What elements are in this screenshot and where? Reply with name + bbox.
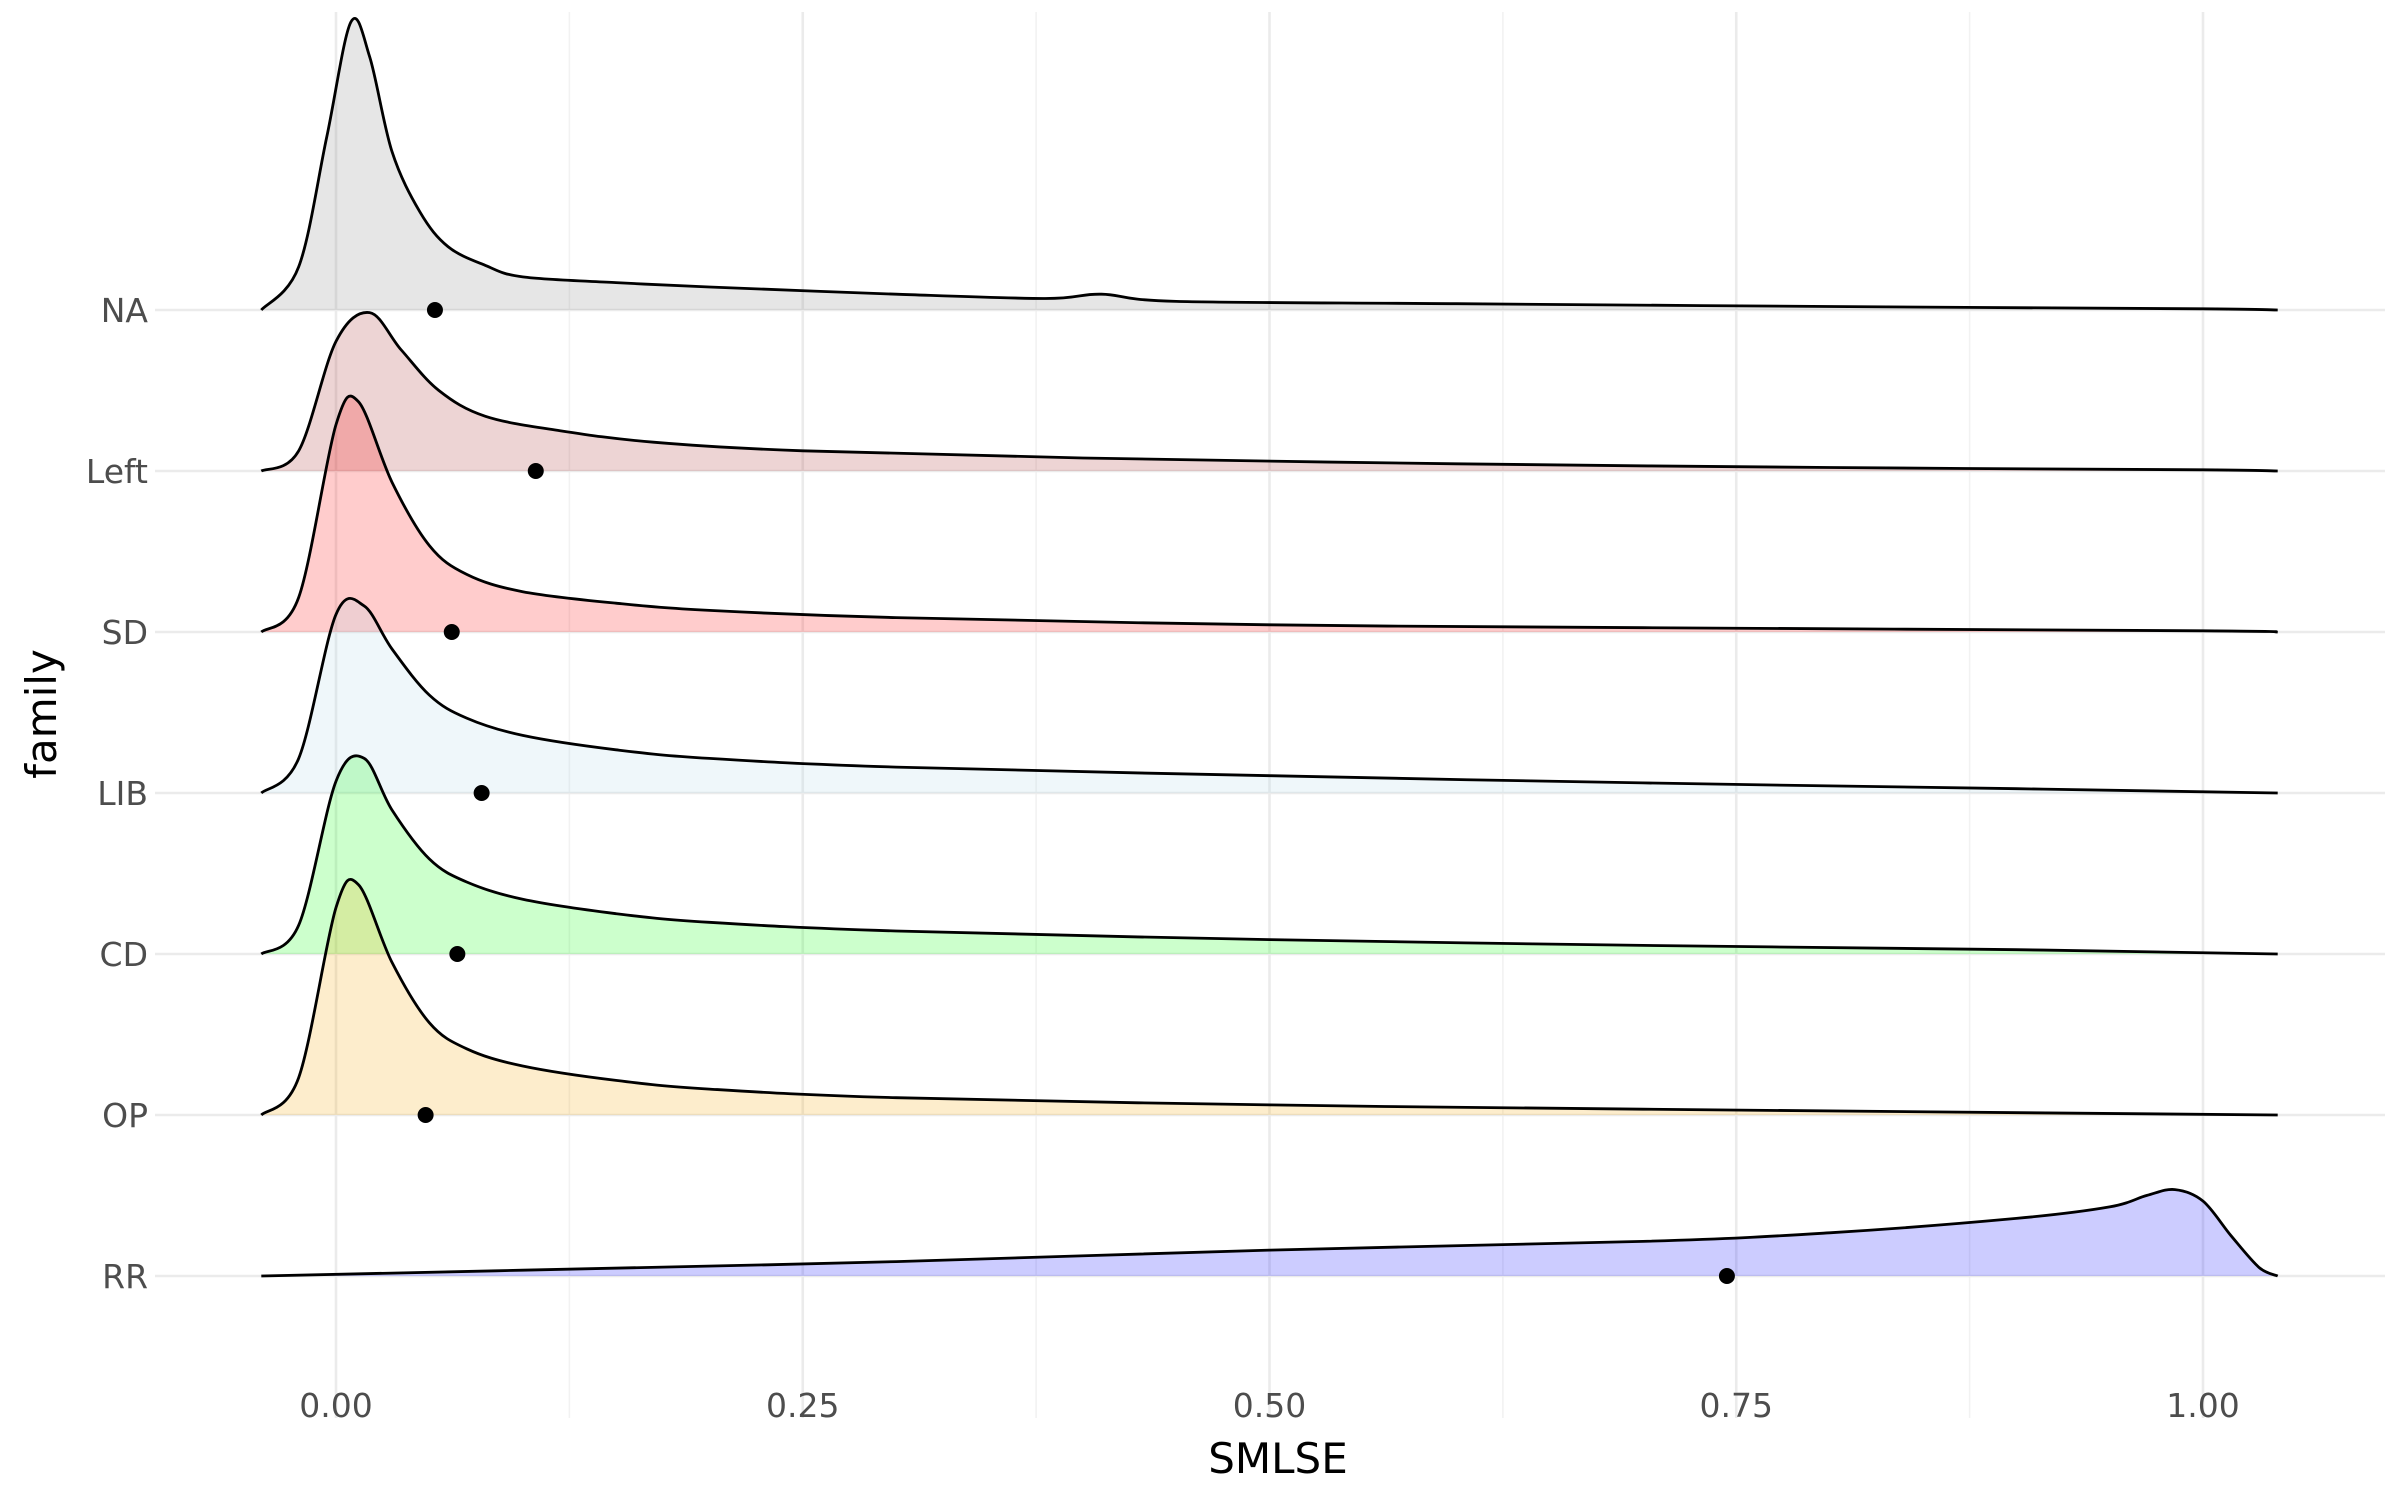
mean-marker-sd — [443, 624, 460, 640]
x-tick-label: 1.00 — [2166, 1386, 2239, 1425]
ridge-fill-cd — [261, 755, 2278, 954]
x-tick-label: 0.50 — [1233, 1386, 1306, 1425]
x-tick-labels: 0.00 0.25 0.50 0.75 1.00 — [299, 1386, 2239, 1425]
ridge-line-na — [260, 17, 2278, 312]
ridge-line-cd — [260, 754, 2278, 956]
ridge-cd — [260, 754, 2278, 956]
mean-marker-cd — [449, 946, 466, 962]
mean-marker-left — [527, 463, 544, 479]
y-tick-label-left: Left — [86, 452, 148, 491]
mean-marker-lib — [473, 785, 490, 801]
grid-layer — [155, 12, 2385, 1418]
ridge-rr — [261, 1188, 2279, 1278]
y-axis-title: family — [17, 649, 66, 779]
x-tick-label: 0.75 — [1700, 1386, 1773, 1425]
x-axis-title: SMLSE — [1208, 1434, 1348, 1483]
ridge-left — [260, 311, 2278, 473]
y-tick-label-op: OP — [102, 1096, 148, 1135]
mean-marker-layer — [417, 302, 1735, 1284]
ridge-line-left — [260, 311, 2278, 473]
y-tick-labels: NA Left SD LIB CD OP RR — [86, 291, 149, 1296]
y-tick-label-sd: SD — [102, 613, 148, 652]
x-tick-label: 0.25 — [766, 1386, 839, 1425]
ridge-fill-left — [261, 312, 2278, 471]
ridge-lib — [260, 597, 2278, 795]
mean-marker-rr — [1718, 1268, 1735, 1284]
ridge-na — [260, 17, 2278, 312]
ridge-op — [260, 878, 2278, 1117]
ridge-fill-op — [261, 879, 2278, 1115]
ridge-fill-rr — [261, 1189, 2278, 1276]
ridge-line-op — [260, 878, 2278, 1117]
mean-marker-na — [426, 302, 443, 318]
x-tick-label: 0.00 — [299, 1386, 372, 1425]
y-tick-label-na: NA — [101, 291, 149, 330]
ridge-fill-sd — [261, 396, 2278, 632]
ridge-sd — [260, 394, 2278, 634]
mean-marker-op — [417, 1107, 434, 1123]
ridge-line-rr — [261, 1188, 2279, 1278]
ridge-line-sd — [260, 394, 2278, 634]
y-tick-label-lib: LIB — [97, 774, 148, 813]
y-tick-label-cd: CD — [100, 935, 148, 974]
ridge-fill-na — [261, 18, 2278, 310]
ridge-layer — [260, 17, 2279, 1278]
ridge-fill-lib — [261, 598, 2278, 793]
ridge-line-lib — [260, 597, 2278, 795]
y-tick-label-rr: RR — [102, 1257, 148, 1296]
